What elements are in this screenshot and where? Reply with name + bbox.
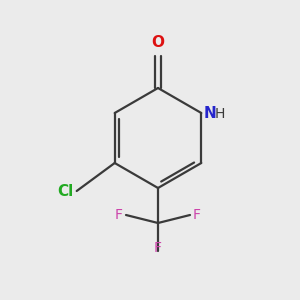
Text: Cl: Cl (57, 184, 74, 199)
Text: N: N (203, 106, 216, 122)
Text: H: H (214, 107, 225, 121)
Text: F: F (193, 208, 201, 222)
Text: F: F (115, 208, 123, 222)
Text: O: O (152, 35, 164, 50)
Text: F: F (154, 241, 162, 255)
